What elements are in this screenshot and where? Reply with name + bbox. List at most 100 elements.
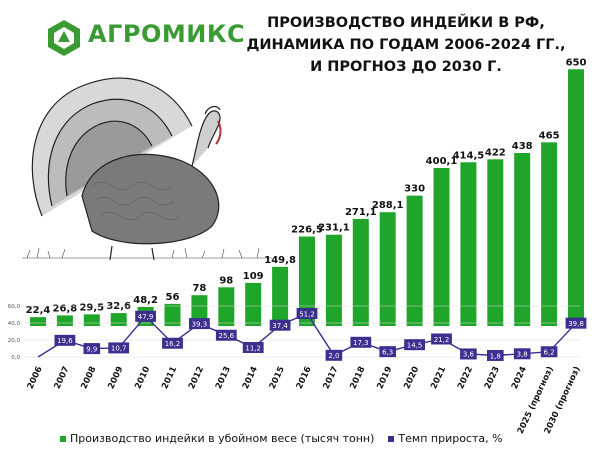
- bar: [110, 313, 127, 326]
- bar-value-label: 109: [243, 271, 264, 282]
- growth-value-label: 39,3: [192, 320, 208, 328]
- growth-value-label: 6,2: [544, 349, 555, 357]
- bar: [164, 303, 181, 326]
- y2-tick-label: 60,0: [8, 304, 21, 310]
- legend-item-production: Производство индейки в убойном весе (тыс…: [60, 432, 374, 445]
- x-tick-label: 2007: [53, 365, 72, 391]
- growth-point: [54, 334, 76, 346]
- growth-point: [108, 342, 130, 354]
- x-tick-label: 2022: [456, 365, 475, 391]
- bar-value-label: 48,2: [133, 295, 158, 306]
- y2-tick-label: 20,0: [8, 338, 21, 344]
- growth-value-label: 3,8: [517, 351, 528, 359]
- x-tick-label: 2023: [483, 365, 502, 391]
- x-tick-label: 2014: [241, 365, 260, 391]
- bar: [245, 282, 262, 326]
- growth-point: [513, 348, 531, 360]
- x-tick-label: 2017: [322, 365, 341, 391]
- y2-tick-label: 40,0: [8, 321, 21, 327]
- bar-value-label: 56: [166, 292, 180, 303]
- growth-point: [460, 348, 477, 360]
- bar: [83, 314, 100, 326]
- title-line: ДИНАМИКА ПО ГОДАМ 2006-2024 ГГ.,: [246, 37, 566, 53]
- bar-value-label: 22,4: [26, 305, 51, 316]
- bar: [541, 142, 558, 326]
- bar-value-label: 465: [539, 130, 560, 141]
- bar-value-label: 650: [566, 57, 587, 68]
- title-line: ПРОИЗВОДСТВО ИНДЕЙКИ В РФ,: [267, 15, 545, 31]
- growth-value-label: 39,8: [568, 320, 584, 328]
- x-tick-label: 2018: [348, 365, 367, 391]
- bar: [514, 152, 531, 326]
- y2-tick-label: 0,0: [11, 355, 20, 361]
- bar-value-label: 149,8: [264, 255, 296, 266]
- x-tick-label: 2024: [510, 365, 529, 391]
- bar-value-label: 29,5: [79, 302, 104, 313]
- bar-value-label: 414,5: [453, 150, 485, 161]
- growth-point: [565, 317, 587, 329]
- x-tick-label: 2011: [160, 365, 179, 391]
- bar-value-label: 26,8: [53, 303, 78, 314]
- growth-value-label: 47,9: [138, 313, 154, 321]
- growth-value-label: 6,3: [382, 348, 393, 356]
- x-tick-label: 2009: [106, 365, 125, 391]
- bar: [325, 234, 342, 326]
- growth-point: [379, 346, 396, 358]
- growth-point: [215, 329, 237, 341]
- legend-swatch-line: [388, 435, 395, 442]
- bar-value-label: 231,1: [318, 223, 350, 234]
- growth-value-label: 21,2: [434, 336, 450, 344]
- bar: [568, 69, 584, 326]
- growth-value-label: 10,7: [111, 345, 127, 353]
- bar: [30, 317, 46, 326]
- growth-point: [189, 318, 210, 330]
- growth-value-label: 16,2: [165, 340, 181, 348]
- growth-value-label: 9,9: [86, 345, 97, 353]
- growth-value-label: 37,4: [272, 322, 288, 330]
- turkey-illustration: [22, 77, 272, 261]
- bar-value-label: 32,6: [106, 301, 131, 312]
- growth-value-label: 2,0: [328, 352, 339, 360]
- x-tick-label: 2015: [268, 365, 287, 391]
- bar: [379, 212, 396, 326]
- growth-value-label: 3,6: [463, 351, 475, 359]
- bar: [352, 218, 369, 326]
- legend-label-growth: Темп прироста, %: [398, 432, 503, 445]
- growth-value-label: 14,5: [407, 341, 423, 349]
- x-tick-label: 2020: [402, 365, 421, 391]
- x-tick-label: 2008: [79, 365, 98, 391]
- growth-point: [296, 307, 318, 319]
- agromix-logo-icon: [48, 20, 80, 56]
- brand-name: АГРОМИКС: [88, 20, 246, 48]
- growth-point: [487, 349, 504, 361]
- bar: [56, 315, 73, 326]
- bar: [433, 167, 450, 326]
- growth-value-label: 17,3: [353, 339, 369, 347]
- bar-value-label: 438: [512, 141, 533, 152]
- growth-point: [540, 346, 558, 358]
- growth-point: [404, 339, 425, 351]
- bar-value-label: 400,1: [426, 156, 458, 167]
- legend: Производство индейки в убойном весе (тыс…: [60, 432, 503, 445]
- bar: [487, 159, 504, 326]
- x-tick-label: 2016: [295, 365, 314, 391]
- title-line: И ПРОГНОЗ ДО 2030 Г.: [310, 59, 502, 75]
- bar-value-label: 226,5: [291, 225, 323, 236]
- growth-value-label: 51,2: [299, 310, 315, 318]
- growth-value-label: 25,6: [219, 332, 235, 340]
- growth-point: [350, 336, 372, 348]
- bar: [299, 236, 315, 326]
- bar: [406, 195, 423, 326]
- growth-point: [242, 341, 264, 353]
- bar: [460, 162, 477, 326]
- growth-value-label: 19,6: [57, 337, 73, 345]
- growth-point: [431, 333, 452, 345]
- bar: [218, 287, 235, 326]
- bar-value-label: 78: [192, 283, 206, 294]
- chart-title: ПРОИЗВОДСТВО ИНДЕЙКИ В РФ, ДИНАМИКА ПО Г…: [236, 12, 576, 78]
- legend-swatch-bar: [60, 435, 66, 442]
- bar-value-label: 330: [404, 184, 425, 195]
- growth-point: [135, 310, 156, 322]
- x-tick-label: 2019: [375, 365, 394, 391]
